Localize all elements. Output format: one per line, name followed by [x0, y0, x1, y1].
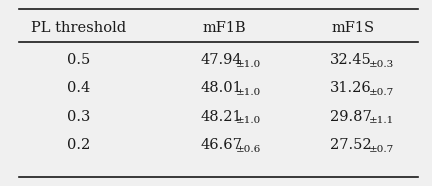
Text: ±1.0: ±1.0 [235, 88, 261, 97]
Text: 46.67: 46.67 [201, 138, 243, 152]
Text: 29.87: 29.87 [330, 110, 372, 124]
Text: 0.3: 0.3 [67, 110, 90, 124]
Text: mF1S: mF1S [332, 21, 375, 35]
Text: 27.52: 27.52 [330, 138, 372, 152]
Text: 32.45: 32.45 [330, 53, 372, 67]
Text: 0.2: 0.2 [67, 138, 90, 152]
Text: ±0.7: ±0.7 [368, 145, 394, 154]
Text: ±1.0: ±1.0 [235, 60, 261, 69]
Text: ±1.1: ±1.1 [368, 116, 394, 125]
Text: 47.94: 47.94 [201, 53, 243, 67]
Text: 48.21: 48.21 [201, 110, 243, 124]
Text: ±0.7: ±0.7 [368, 88, 394, 97]
Text: ±0.6: ±0.6 [235, 145, 261, 154]
Text: 0.4: 0.4 [67, 81, 90, 95]
Text: ±0.3: ±0.3 [368, 60, 394, 69]
Text: 31.26: 31.26 [330, 81, 372, 95]
Text: mF1B: mF1B [203, 21, 246, 35]
Text: ±1.0: ±1.0 [235, 116, 261, 125]
Text: 48.01: 48.01 [201, 81, 243, 95]
Text: 0.5: 0.5 [67, 53, 90, 67]
Text: PL threshold: PL threshold [31, 21, 126, 35]
